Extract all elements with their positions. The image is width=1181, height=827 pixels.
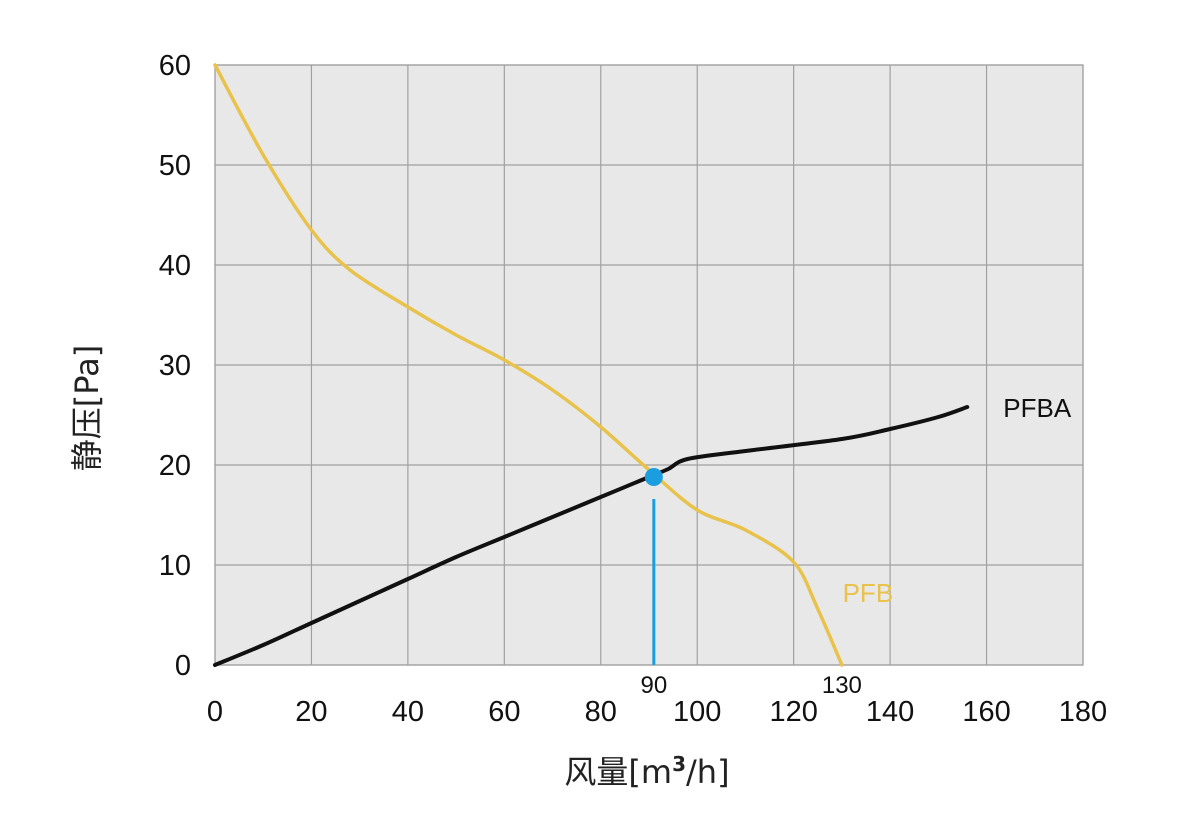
x-axis-title: 风量[m3/h]: [564, 752, 729, 791]
x-tick-label: 160: [962, 696, 1010, 728]
x-tick-label: 20: [295, 696, 327, 728]
x-tick-label: 0: [207, 696, 223, 728]
y-tick-label: 40: [159, 250, 191, 282]
annotation-label: 90: [640, 672, 667, 699]
x-tick-label: 80: [585, 696, 617, 728]
y-axis-title: 静压[Pa]: [68, 345, 106, 471]
y-tick-label: 30: [159, 350, 191, 382]
x-tick-labels: 0 20 40 60 80 100 120 140 160 180: [207, 696, 1107, 728]
x-tick-label: 40: [392, 696, 424, 728]
annotation-label: 130: [822, 672, 862, 699]
series-label-pfb: PFB: [843, 578, 894, 608]
x-tick-label: 100: [673, 696, 721, 728]
series-line-pfba: [213, 405, 970, 667]
x-tick-label: 180: [1059, 696, 1107, 728]
x-tick-label: 120: [769, 696, 817, 728]
y-tick-label: 10: [159, 550, 191, 582]
y-tick-label: 60: [159, 50, 191, 82]
annotation-labels: 90 130: [640, 672, 861, 699]
x-tick-label: 140: [866, 696, 914, 728]
y-tick-labels: 0 10 20 30 40 50 60: [159, 50, 191, 682]
y-tick-label: 50: [159, 150, 191, 182]
series-label-pfba: PFBA: [1003, 393, 1072, 423]
series-line-pfb: [213, 63, 844, 667]
series-labels: PFBA PFB: [843, 393, 1072, 608]
operating-point-marker: [644, 468, 663, 486]
grid: [214, 64, 1084, 666]
x-tick-label: 60: [488, 696, 520, 728]
series-group: [213, 63, 970, 667]
y-tick-label: 0: [175, 650, 191, 682]
y-tick-label: 20: [159, 450, 191, 482]
